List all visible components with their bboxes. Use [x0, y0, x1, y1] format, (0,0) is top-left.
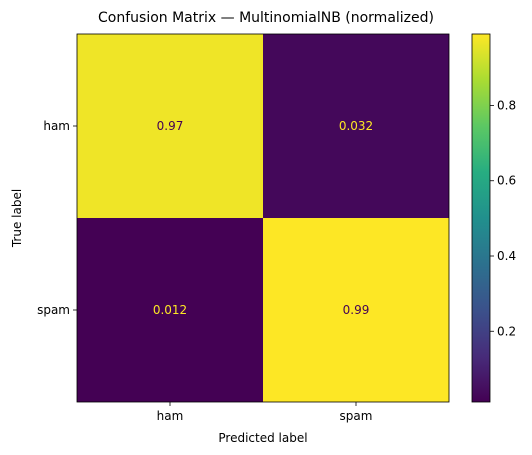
colorbar-ticks: 0.2 0.4 0.6 0.8: [490, 98, 516, 338]
cell-value-label: 0.99: [343, 303, 370, 317]
colorbar: [471, 33, 491, 403]
colorbar-tick-label: 0.2: [497, 324, 516, 338]
cell-value-label: 0.012: [153, 303, 187, 317]
heatmap-cells: [77, 34, 449, 402]
colorbar-tick-label: 0.4: [497, 249, 516, 263]
x-tick-label: ham: [157, 409, 184, 423]
cell-value-label: 0.97: [157, 119, 184, 133]
cell-value-label: 0.032: [339, 119, 373, 133]
heatmap-cell: [77, 218, 263, 402]
y-axis-ticks: ham spam: [37, 119, 77, 317]
heatmap-cell: [77, 34, 263, 218]
y-tick-label: ham: [43, 119, 70, 133]
colorbar-tick-label: 0.8: [497, 98, 516, 112]
x-axis-ticks: ham spam: [157, 402, 373, 423]
cell-value-labels: 0.97 0.032 0.012 0.99: [153, 119, 373, 317]
y-axis-label: True label: [10, 189, 24, 248]
colorbar-tick-label: 0.6: [497, 174, 516, 188]
heatmap-cell: [263, 34, 449, 218]
x-axis-label: Predicted label: [218, 431, 307, 445]
chart-title: Confusion Matrix — MultinomialNB (normal…: [98, 10, 434, 26]
x-tick-label: spam: [340, 409, 373, 423]
y-tick-label: spam: [37, 303, 70, 317]
heatmap-cell: [263, 218, 449, 402]
plot-frame: [76, 33, 450, 403]
